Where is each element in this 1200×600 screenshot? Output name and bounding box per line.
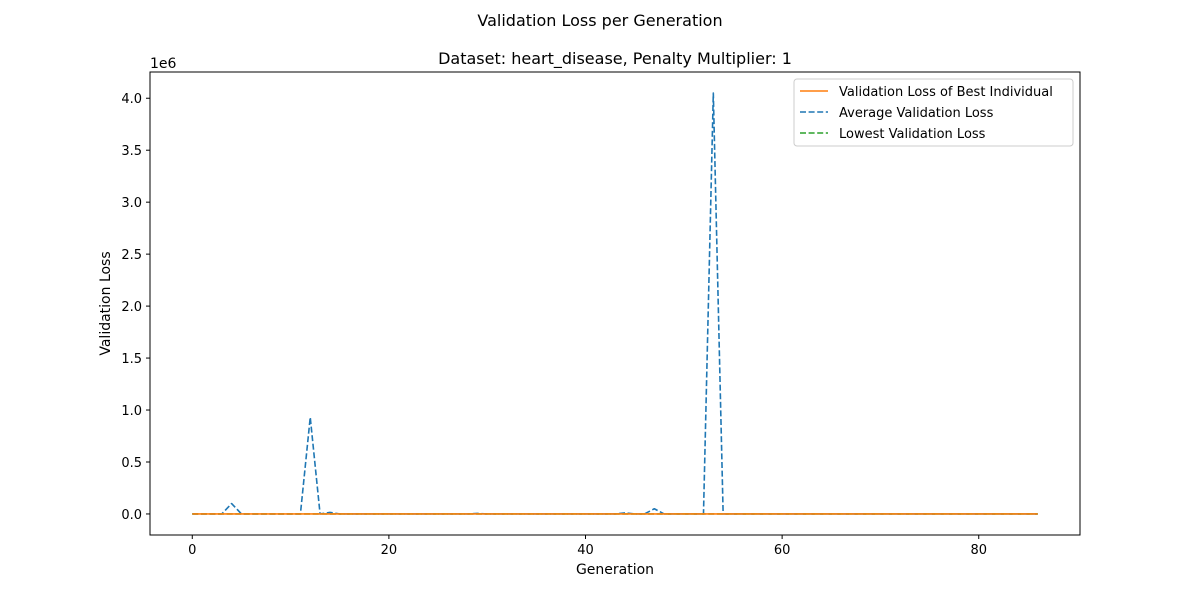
legend: Validation Loss of Best Individual Averag… <box>793 78 1074 147</box>
x-axis-ticks: 0 20 40 60 80 <box>188 535 987 558</box>
x-tick-label: 20 <box>381 543 398 558</box>
y-tick-label: 0.5 <box>121 456 142 471</box>
chart-title: Dataset: heart_disease, Penalty Multipli… <box>438 49 792 69</box>
y-axis-label: Validation Loss <box>98 251 114 355</box>
y-tick-label: 0.0 <box>121 508 142 523</box>
series-layer <box>192 92 1038 515</box>
y-axis-ticks: 0.0 0.5 1.0 1.5 2.0 2.5 3.0 3.5 4.0 <box>121 92 150 523</box>
x-axis-label: Generation <box>576 562 654 578</box>
x-tick-label: 0 <box>188 543 196 558</box>
y-tick-label: 1.5 <box>121 352 142 367</box>
legend-frame <box>793 78 1074 147</box>
y-tick-label: 2.0 <box>121 300 142 315</box>
y-tick-label: 3.5 <box>121 144 142 159</box>
legend-label: Lowest Validation Loss <box>839 127 986 142</box>
figure-suptitle: Validation Loss per Generation <box>477 11 722 30</box>
y-tick-label: 1.0 <box>121 404 142 419</box>
plot-frame <box>149 71 1081 536</box>
x-tick-label: 40 <box>577 543 594 558</box>
x-tick-label: 80 <box>970 543 987 558</box>
y-scale-offset: 1e6 <box>150 56 177 72</box>
legend-label: Validation Loss of Best Individual <box>839 85 1053 100</box>
legend-entries: Validation Loss of Best Individual Averag… <box>800 85 1053 142</box>
y-tick-label: 4.0 <box>121 92 142 107</box>
x-tick-label: 60 <box>774 543 791 558</box>
y-tick-label: 3.0 <box>121 196 142 211</box>
legend-label: Average Validation Loss <box>839 106 994 121</box>
y-tick-label: 2.5 <box>121 248 142 263</box>
plot-area: 0 20 40 60 80 0.0 0.5 1.0 1.5 2.0 2.5 3.0 3.5 4.0 <box>121 71 1081 558</box>
